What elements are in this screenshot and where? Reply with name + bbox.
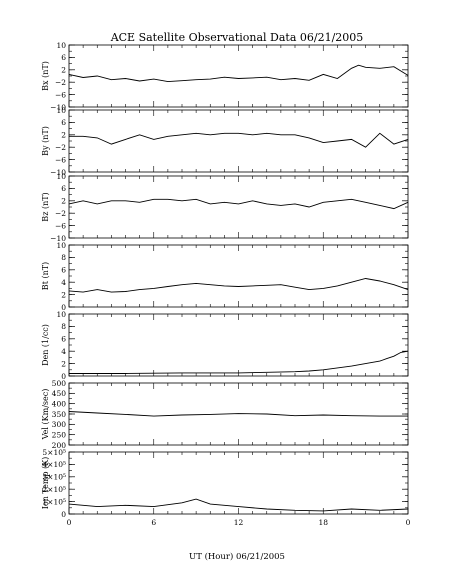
y-tick-label: 200 — [52, 441, 67, 450]
y-tick-label: 0 — [61, 303, 66, 312]
y-tick-label: 450 — [52, 389, 67, 398]
y-axis-label: Bx (nT) — [41, 61, 50, 91]
y-tick-label: −6 — [55, 90, 66, 99]
x-tick-label: 18 — [318, 518, 328, 527]
y-tick-label: −6 — [55, 155, 66, 164]
y-tick-label: 0 — [61, 372, 66, 381]
y-axis-label: Bz (nT) — [41, 192, 50, 221]
panel-frame-4 — [68, 313, 409, 377]
y-tick-label: 300 — [52, 420, 67, 429]
chart-title: ACE Satellite Observational Data 06/21/2… — [110, 31, 364, 44]
y-tick-label: 2 — [61, 131, 66, 140]
y-tick-label: 6 — [61, 184, 66, 193]
series-line-0 — [68, 64, 409, 83]
series-line-5 — [68, 411, 408, 417]
y-axis-label: Ion Temp (K) — [41, 457, 50, 510]
x-axis-label: UT (Hour) 06/21/2005 — [189, 551, 285, 562]
y-tick-label: 6 — [61, 53, 66, 62]
panel-frame-0 — [68, 44, 409, 108]
panels-group: 10 6 2 −2 −6 −10 Bx (nT) 10 6 2 −2 −6 −10 By (nT) 10 6 2… — [41, 41, 411, 527]
y-tick-label: 2 — [61, 66, 66, 75]
y-tick-label: 4 — [61, 347, 66, 356]
y-tick-label: −10 — [50, 168, 66, 177]
series-line-3 — [68, 278, 409, 293]
y-axis-label: Den (1/cc) — [41, 324, 50, 366]
x-tick-label: 6 — [151, 518, 156, 527]
y-tick-label: 10 — [56, 106, 66, 115]
y-tick-label: 400 — [52, 399, 67, 408]
y-tick-label: −2 — [55, 78, 66, 87]
y-axis-label: Vel (Km/sec) — [41, 389, 50, 441]
x-tick-label: 0 — [406, 518, 411, 527]
y-tick-label: 8 — [61, 253, 66, 262]
y-tick-label: 10 — [56, 41, 66, 50]
y-tick-label: 2 — [61, 290, 66, 299]
panel-frame-2 — [68, 175, 409, 239]
y-tick-label: 2 — [61, 197, 66, 206]
y-tick-label: −2 — [55, 143, 66, 152]
y-tick-label: −10 — [50, 234, 66, 243]
y-tick-label: 6 — [61, 335, 66, 344]
y-tick-label: 4×10⁵ — [42, 460, 66, 469]
y-tick-label: 2 — [61, 359, 66, 368]
y-tick-label: 6 — [61, 266, 66, 275]
y-tick-label: 10 — [56, 241, 66, 250]
series-line-2 — [68, 198, 409, 210]
y-tick-label: −2 — [55, 209, 66, 218]
panel-frame-3 — [68, 244, 409, 308]
y-axis-label: By (nT) — [41, 126, 50, 156]
y-tick-label: −10 — [50, 103, 66, 112]
y-tick-label: 10 — [56, 310, 66, 319]
y-tick-label: 350 — [52, 410, 67, 419]
x-tick-label: 12 — [234, 518, 244, 527]
y-tick-label: 2×10⁵ — [42, 485, 66, 494]
y-tick-label: 0 — [61, 510, 66, 519]
series-line-4 — [69, 350, 409, 374]
y-tick-label: 1×10⁵ — [42, 497, 66, 506]
y-axis-label: Bt (nT) — [41, 262, 50, 290]
y-tick-label: 250 — [52, 430, 67, 439]
y-tick-label: −6 — [55, 221, 66, 230]
panel-frame-6 — [68, 451, 409, 515]
y-tick-label: 6 — [61, 118, 66, 127]
y-tick-label: 5×10⁵ — [42, 448, 66, 457]
y-tick-label: 10 — [56, 172, 66, 181]
x-tick-label: 0 — [67, 518, 72, 527]
y-tick-label: 3×10⁵ — [42, 473, 66, 482]
y-tick-label: 4 — [61, 278, 66, 287]
series-line-6 — [68, 498, 409, 512]
y-tick-label: 500 — [52, 379, 67, 388]
y-tick-label: 8 — [61, 322, 66, 331]
series-line-1 — [69, 132, 409, 148]
